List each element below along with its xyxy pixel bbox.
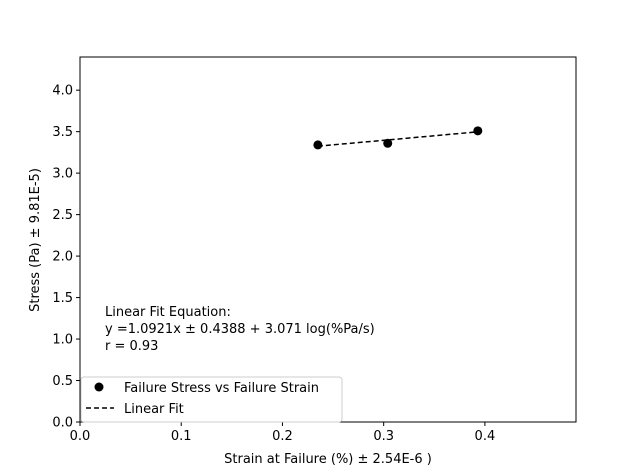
data-point	[383, 138, 393, 148]
y-tick-label: 1.5	[52, 291, 73, 306]
y-tick-label: 2.5	[52, 208, 73, 223]
y-tick-label: 0.0	[52, 416, 73, 431]
y-tick-label: 4.0	[52, 84, 73, 99]
legend-marker-scatter	[94, 382, 104, 392]
y-tick-label: 1.0	[52, 333, 73, 348]
x-tick-label: 0.1	[171, 429, 192, 444]
x-tick-label: 0.0	[70, 429, 91, 444]
data-point	[313, 140, 323, 150]
plot-area	[79, 56, 577, 423]
y-tick-label: 2.0	[52, 250, 73, 265]
annotation-line-1: Linear Fit Equation:	[105, 305, 231, 320]
annotation-line-3: r = 0.93	[105, 339, 158, 354]
data-point	[473, 126, 483, 136]
fit-annotation: Linear Fit Equation: y =1.0921x ± 0.4388…	[105, 305, 375, 354]
y-tick-label: 3.5	[52, 125, 73, 140]
x-axis: 0.0 0.1 0.2 0.3 0.4	[70, 422, 496, 444]
y-tick-label: 0.5	[52, 374, 73, 389]
y-axis-label: Stress (Pa) ± 9.81E-5)	[28, 168, 43, 312]
x-tick-label: 0.3	[373, 429, 394, 444]
x-tick-label: 0.2	[272, 429, 293, 444]
y-tick-label: 3.0	[52, 167, 73, 182]
annotation-line-2: y =1.0921x ± 0.4388 + 3.071 log(%Pa/s)	[105, 322, 375, 337]
y-axis: 0.0 0.5 1.0 1.5 2.0 2.5 3.0 3.5 4.0	[52, 84, 80, 431]
linear-fit-line	[317, 131, 478, 147]
legend-frame	[80, 376, 343, 423]
x-axis-label: Strain at Failure (%) ± 2.54E-6 )	[224, 452, 432, 467]
legend-label-fit: Linear Fit	[124, 402, 184, 417]
legend-label-scatter: Failure Stress vs Failure Strain	[124, 381, 319, 396]
chart-marks	[313, 126, 483, 150]
legend: Failure Stress vs Failure Strain Linear …	[80, 376, 343, 423]
x-tick-label: 0.4	[475, 429, 496, 444]
